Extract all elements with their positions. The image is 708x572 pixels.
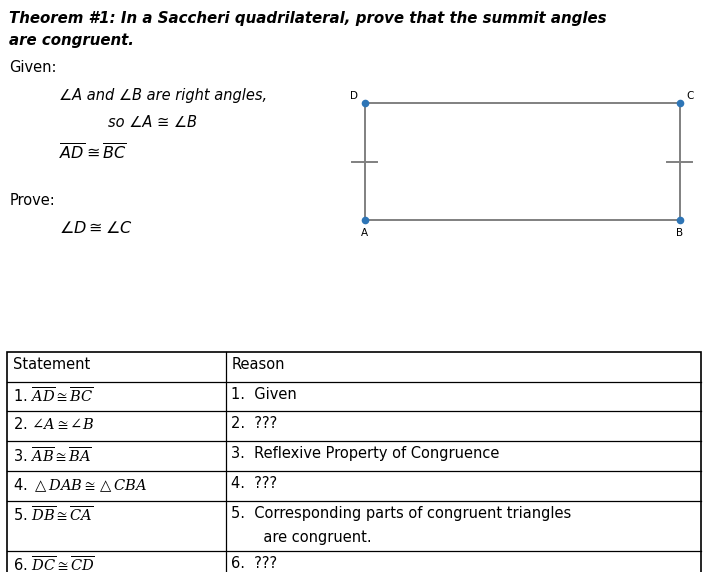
Text: A: A — [361, 228, 368, 237]
Text: Reason: Reason — [232, 357, 285, 372]
Text: 4.  ???: 4. ??? — [232, 476, 278, 491]
Text: B: B — [676, 228, 683, 237]
Text: are congruent.: are congruent. — [9, 33, 135, 47]
Text: 2. $\angle A \cong \angle B$: 2. $\angle A \cong \angle B$ — [13, 416, 94, 432]
Text: Theorem #1: In a Saccheri quadrilateral, prove that the summit angles: Theorem #1: In a Saccheri quadrilateral,… — [9, 11, 607, 26]
Text: $\overline{AD} \cong \overline{BC}$: $\overline{AD} \cong \overline{BC}$ — [59, 142, 127, 162]
Text: 3. $\overline{AB} \cong \overline{BA}$: 3. $\overline{AB} \cong \overline{BA}$ — [13, 446, 91, 466]
Text: 5. $\overline{DB} \cong \overline{CA}$: 5. $\overline{DB} \cong \overline{CA}$ — [13, 506, 93, 525]
Bar — [7, 352, 701, 572]
Text: 6.  ???: 6. ??? — [232, 556, 278, 571]
Text: $\angle D \cong \angle C$: $\angle D \cong \angle C$ — [59, 220, 132, 236]
Text: 4. $\triangle DAB \cong \triangle CBA$: 4. $\triangle DAB \cong \triangle CBA$ — [13, 476, 147, 494]
Text: Given:: Given: — [9, 60, 57, 75]
Text: 1.  Given: 1. Given — [232, 387, 297, 402]
Text: D: D — [350, 91, 358, 101]
Text: Statement: Statement — [13, 357, 90, 372]
Text: 2.  ???: 2. ??? — [232, 416, 278, 431]
Text: 1. $\overline{AD} \cong \overline{BC}$: 1. $\overline{AD} \cong \overline{BC}$ — [13, 387, 93, 406]
Text: C: C — [686, 91, 694, 101]
Text: Prove:: Prove: — [9, 193, 55, 208]
Text: 3.  Reflexive Property of Congruence: 3. Reflexive Property of Congruence — [232, 446, 500, 461]
Text: 6. $\overline{DC} \cong \overline{CD}$: 6. $\overline{DC} \cong \overline{CD}$ — [13, 556, 95, 572]
Text: ∠A and ∠B are right angles,: ∠A and ∠B are right angles, — [59, 88, 267, 102]
Text: 5.  Corresponding parts of congruent triangles: 5. Corresponding parts of congruent tria… — [232, 506, 571, 521]
Text: are congruent.: are congruent. — [232, 530, 372, 545]
Text: so ∠A ≅ ∠B: so ∠A ≅ ∠B — [108, 115, 198, 130]
